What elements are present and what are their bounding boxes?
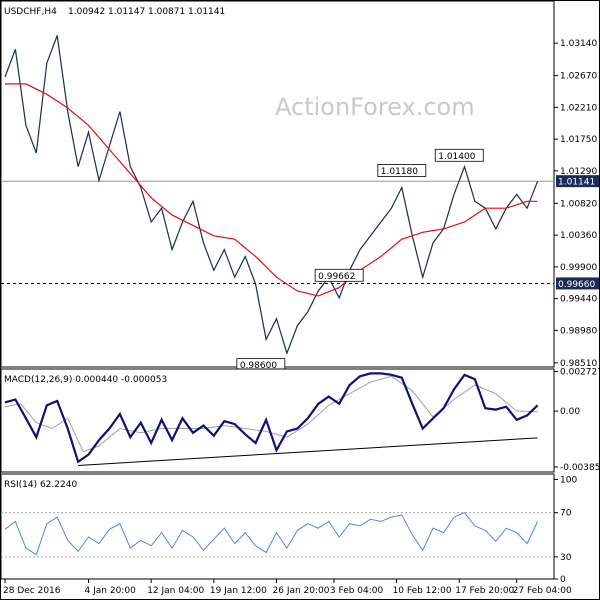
price-annotation-label: 1.01400 bbox=[438, 152, 475, 162]
x-tick-label: 17 Feb 20:00 bbox=[455, 586, 514, 596]
ohlc-close: 1.01141 bbox=[188, 7, 225, 17]
x-tick-label: 27 Feb 04:00 bbox=[513, 586, 572, 596]
time-axis: 28 Dec 2016 4 Jan 20:00 12 Jan 04:00 19 Jan… bbox=[3, 579, 572, 596]
macd-y-axis: 0.002727 0.00 -0.003854 bbox=[554, 368, 600, 473]
x-tick-label: 12 Jan 04:00 bbox=[147, 586, 204, 596]
macd-main-line bbox=[4, 372, 539, 464]
support-price-tag-label: 0.99660 bbox=[558, 280, 595, 290]
macd-y-tick-label: -0.003854 bbox=[560, 463, 600, 473]
x-tick-label: 4 Jan 20:00 bbox=[85, 586, 137, 596]
rsi-title: RSI(14) 62.2240 bbox=[4, 480, 77, 490]
price-y-tick-label: 1.02670 bbox=[560, 72, 597, 82]
x-tick-label: 26 Jan 20:00 bbox=[273, 586, 330, 596]
x-tick-label: 19 Jan 12:00 bbox=[210, 586, 267, 596]
macd-y-tick-label: 0.002727 bbox=[560, 368, 600, 378]
current-price-tag-label: 1.01141 bbox=[558, 178, 595, 188]
rsi-y-tick-label: 100 bbox=[560, 476, 577, 486]
price-annotation-box bbox=[314, 268, 364, 282]
support-price-tag bbox=[556, 277, 599, 290]
rsi-levels bbox=[1, 512, 554, 558]
ohlc-open: 1.00942 bbox=[68, 7, 105, 17]
rsi-line bbox=[4, 512, 539, 556]
ohlc-low: 1.00871 bbox=[148, 7, 185, 17]
price-y-tick-label: 1.01750 bbox=[560, 135, 597, 145]
symbol-label: USDCHF,H4 bbox=[4, 7, 57, 17]
rsi-y-tick-label: 30 bbox=[560, 553, 572, 563]
price-y-tick-label: 1.02210 bbox=[560, 103, 597, 113]
rsi-y-tick-label: 70 bbox=[560, 509, 572, 519]
price-y-tick-label: 1.00360 bbox=[560, 231, 597, 241]
price-pane: ActionForex.com USDCHF,H4 1.00942 1.0114… bbox=[0, 0, 599, 371]
price-y-tick-label: 0.98980 bbox=[560, 326, 597, 336]
macd-title: MACD(12,26,9) 0.000440 -0.000053 bbox=[4, 375, 167, 385]
price-annotation-box bbox=[434, 148, 484, 162]
price-tags: 1.01141 0.99660 bbox=[556, 175, 599, 290]
ohlc-values: 1.00942 1.01147 1.00871 1.01141 bbox=[68, 7, 225, 17]
x-tick-label: 3 Feb 04:00 bbox=[330, 586, 384, 596]
price-y-axis: 1.03140 1.02670 1.02210 1.01750 1.01290 1.008… bbox=[554, 39, 597, 369]
price-y-tick-label: 1.03140 bbox=[560, 39, 597, 49]
macd-y-tick-label: 0.00 bbox=[560, 407, 580, 417]
price-annotations: 0.98600 0.99662 1.01180 1.01400 bbox=[236, 148, 484, 371]
price-y-tick-label: 1.01290 bbox=[560, 167, 597, 177]
x-tick-label: 28 Dec 2016 bbox=[3, 586, 61, 596]
price-annotation-label: 0.98600 bbox=[240, 361, 277, 371]
ohlc-high: 1.01147 bbox=[108, 7, 145, 17]
x-tick-label: 10 Feb 12:00 bbox=[393, 586, 452, 596]
price-close-path bbox=[4, 35, 539, 356]
macd-trendline bbox=[78, 437, 538, 466]
rsi-y-tick-label: 0 bbox=[560, 575, 566, 585]
moving-average-line bbox=[5, 83, 538, 297]
price-y-tick-label: 0.99440 bbox=[560, 295, 597, 305]
price-levels bbox=[1, 180, 554, 284]
price-annotation-label: 0.99662 bbox=[318, 272, 355, 282]
current-price-tag bbox=[556, 175, 599, 188]
watermark: ActionForex.com bbox=[275, 93, 475, 121]
price-y-tick-label: 0.98510 bbox=[560, 359, 597, 369]
rsi-pane: RSI(14) 62.2240 100 70 30 0 bbox=[0, 473, 577, 585]
price-annotation-box bbox=[377, 164, 427, 177]
price-y-tick-label: 0.99900 bbox=[560, 263, 597, 273]
rsi-y-axis: 100 70 30 0 bbox=[554, 476, 577, 585]
macd-pane: MACD(12,26,9) 0.000440 -0.000053 0.00272… bbox=[0, 368, 600, 473]
price-y-tick-label: 1.00820 bbox=[560, 199, 597, 209]
price-annotation-label: 1.01180 bbox=[381, 167, 418, 177]
